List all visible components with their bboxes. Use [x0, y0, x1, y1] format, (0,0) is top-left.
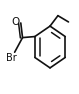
Text: O: O [12, 17, 20, 27]
Text: Br: Br [6, 53, 17, 63]
